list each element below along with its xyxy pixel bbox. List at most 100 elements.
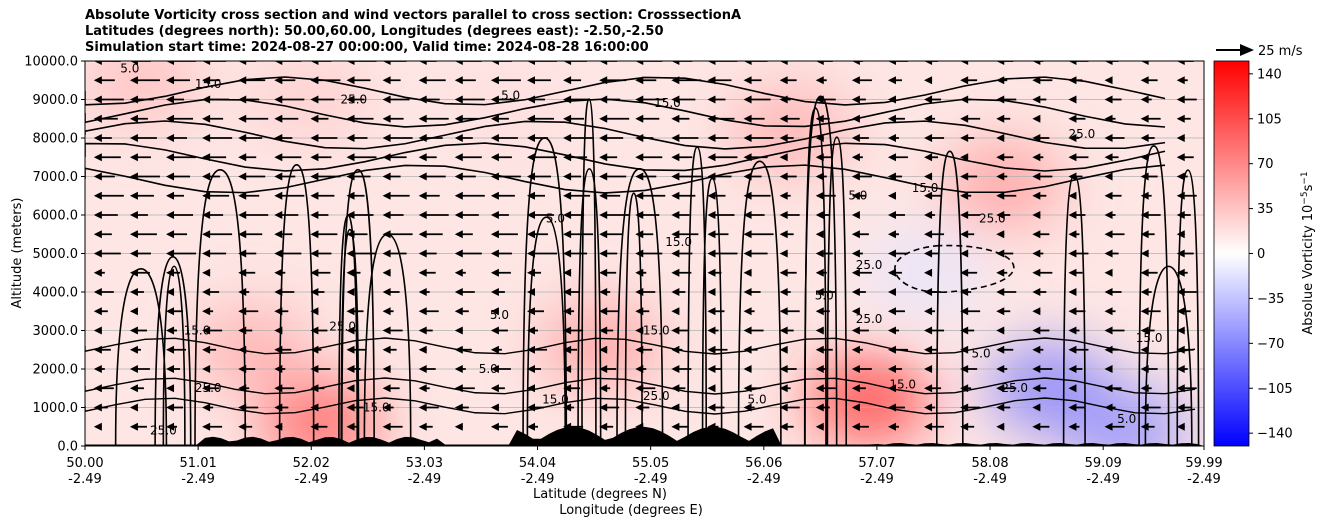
contour-line [162, 265, 186, 446]
vorticity-blob [809, 354, 930, 445]
wind-vector [815, 211, 830, 219]
title-line-2: Latitudes (degrees north): 50.00,60.00, … [85, 24, 664, 39]
wind-vector [418, 403, 439, 412]
wind-vector [1140, 345, 1149, 354]
wind-vector [1140, 95, 1152, 104]
wind-vector [996, 365, 1008, 373]
wind-vector [1104, 76, 1113, 85]
wind-vector [346, 61, 377, 65]
wind-vector [1032, 422, 1050, 431]
wind-vector [1032, 61, 1044, 65]
wind-vector [202, 95, 230, 104]
wind-vector [382, 114, 404, 123]
wind-vector [454, 268, 466, 277]
wind-vector [310, 384, 325, 393]
wind-vector [166, 365, 181, 373]
wind-vector [346, 307, 364, 316]
wind-vector [93, 345, 111, 354]
wind-vector [274, 384, 295, 393]
wind-vector [599, 61, 618, 65]
wind-vector [346, 403, 364, 412]
wind-vector [635, 345, 653, 354]
wind-vector [779, 76, 797, 85]
wind-vector [887, 191, 896, 200]
wind-vector [960, 288, 972, 296]
wind-vector [924, 326, 945, 335]
wind-vector [1032, 365, 1053, 373]
wind-vector [202, 365, 211, 373]
wind-vectors [93, 61, 1197, 431]
wind-vector [418, 384, 430, 393]
wind-vector [490, 134, 518, 142]
wind-vector [238, 61, 257, 65]
wind-vector [563, 172, 582, 181]
wind-vector [274, 211, 299, 219]
wind-vector [743, 191, 771, 200]
wind-vector [129, 61, 151, 65]
wind-vector [1068, 172, 1083, 181]
wind-vector [93, 288, 114, 296]
wind-vector [490, 365, 511, 373]
wind-vector [382, 172, 401, 181]
wind-vector [851, 288, 866, 296]
wind-vector [887, 134, 899, 142]
contour-line [194, 169, 247, 446]
wind-vector [490, 172, 521, 181]
wind-vector [599, 191, 621, 200]
wind-vector [1032, 288, 1047, 296]
wind-vector [418, 326, 433, 335]
colorbar-tick-label: 0 [1257, 247, 1265, 262]
wind-vector [1032, 326, 1050, 335]
wind-vector [93, 172, 115, 181]
wind-vector [887, 326, 899, 335]
wind-vector [490, 61, 512, 65]
wind-vector [166, 153, 197, 162]
wind-vector [238, 403, 259, 412]
wind-vector [382, 268, 391, 277]
wind-vector [671, 403, 680, 412]
wind-vector [526, 288, 535, 296]
wind-vector [743, 230, 774, 239]
wind-vector [238, 345, 247, 354]
wind-vector [1068, 384, 1077, 393]
wind-vector [924, 307, 936, 316]
wind-vector [779, 172, 797, 181]
wind-vector [887, 95, 896, 104]
y-tick-label: 3000.0 [33, 324, 79, 339]
wind-vector [274, 422, 283, 431]
wind-vector [346, 365, 361, 373]
wind-vector [851, 422, 869, 431]
vorticity-blob [193, 304, 314, 395]
wind-vector [490, 422, 508, 431]
wind-vector [1176, 384, 1197, 393]
wind-vector [274, 307, 289, 316]
wind-vector [202, 134, 233, 142]
wind-vector [635, 211, 660, 219]
wind-vector [202, 76, 221, 85]
wind-vector [1104, 153, 1119, 162]
wind-vector [238, 268, 256, 277]
wind-vector [238, 191, 260, 200]
wind-vector [93, 365, 105, 373]
wind-vector [815, 76, 827, 85]
wind-vector [1068, 114, 1086, 123]
wind-vector [382, 422, 403, 431]
wind-vector [1032, 191, 1047, 200]
wind-vector [707, 307, 725, 316]
wind-vector [1104, 365, 1113, 373]
wind-vector [418, 114, 449, 123]
wind-vector [454, 153, 482, 162]
wind-vector [887, 76, 902, 85]
wind-vector [346, 230, 368, 239]
wind-vector [166, 172, 191, 181]
wind-vector [743, 95, 771, 104]
contour-line [936, 150, 964, 446]
colorbar-tick-label: −35 [1257, 292, 1284, 307]
wind-vector [1140, 307, 1161, 316]
wind-vector [454, 95, 485, 104]
wind-vector [310, 345, 322, 354]
wind-vector [129, 211, 148, 219]
wind-vector [166, 230, 188, 239]
wind-vector [166, 61, 197, 65]
wind-vector [526, 365, 541, 373]
